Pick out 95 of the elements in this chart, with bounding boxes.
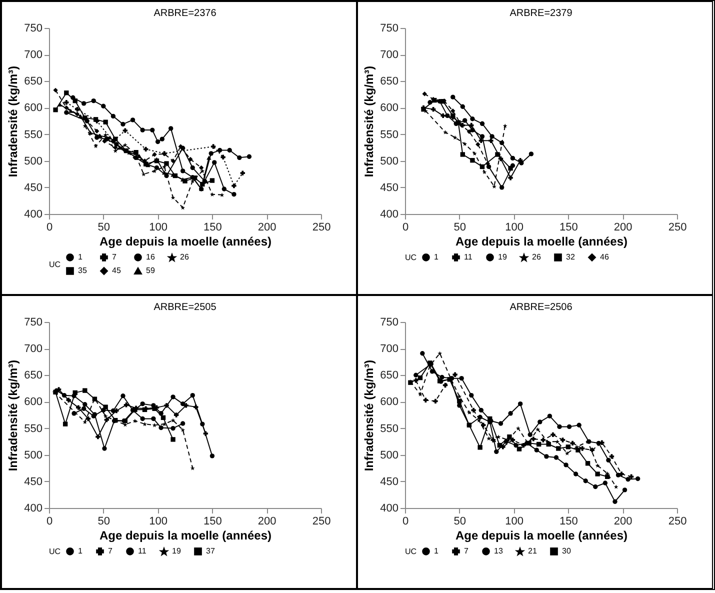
x-tick-label: 50: [454, 516, 466, 528]
y-tick-label: 600: [380, 102, 398, 114]
x-tick-label: 250: [668, 516, 687, 528]
x-axis-title: Age depuis la moelle (années): [99, 234, 272, 248]
y-tick-label: 650: [24, 370, 42, 382]
x-tick-label: 200: [614, 222, 632, 234]
y-tick-label: 750: [380, 22, 398, 34]
y-tick-label: 450: [380, 182, 398, 194]
legend-title: UC: [405, 253, 417, 262]
x-tick-label: 200: [614, 516, 632, 528]
chart-title: ARBRE=2506: [510, 302, 573, 313]
y-tick-label: 700: [380, 49, 398, 62]
y-tick-label: 600: [380, 396, 398, 408]
legend-label: 1: [434, 252, 439, 262]
x-tick-label: 0: [46, 222, 53, 234]
y-tick-label: 500: [24, 449, 42, 462]
y-tick-label: 650: [24, 76, 42, 88]
legend-label: 7: [464, 546, 469, 556]
legend-label: 11: [138, 546, 147, 556]
y-tick-label: 650: [380, 76, 398, 88]
y-tick-label: 550: [380, 422, 398, 435]
x-tick-label: 150: [204, 222, 222, 234]
x-tick-label: 150: [560, 516, 578, 528]
legend-label: 59: [146, 266, 156, 275]
legend-label: 7: [108, 546, 113, 556]
legend-title: UC: [49, 260, 61, 269]
x-tick-label: 0: [402, 516, 409, 528]
legend-label: 1: [78, 252, 83, 262]
x-tick-label: 100: [149, 516, 168, 528]
x-tick-label: 0: [402, 222, 409, 234]
x-axis-title: Age depuis la moelle (années): [99, 528, 272, 542]
chart-title: ARBRE=2379: [510, 8, 573, 19]
legend-label: 16: [146, 252, 156, 262]
y-axis-title: Infradensité (kg/m³): [6, 360, 20, 472]
legend-label: 11: [464, 252, 473, 262]
y-tick-label: 600: [24, 102, 42, 114]
y-tick-label: 700: [24, 49, 42, 62]
legend-label: 35: [78, 266, 88, 275]
x-tick-label: 100: [149, 222, 168, 234]
y-axis-title: Infradensité (kg/m³): [6, 66, 20, 178]
x-axis-title: Age depuis la moelle (années): [455, 528, 628, 542]
y-tick-label: 550: [24, 128, 42, 141]
chart-title: ARBRE=2505: [154, 302, 217, 313]
x-tick-label: 0: [46, 516, 53, 528]
legend-label: 1: [78, 546, 83, 556]
y-tick-label: 750: [24, 22, 42, 34]
x-tick-label: 150: [204, 516, 222, 528]
y-tick-label: 650: [380, 370, 398, 382]
x-tick-label: 100: [505, 222, 524, 234]
legend-label: 26: [180, 252, 190, 262]
y-tick-label: 750: [24, 316, 42, 328]
legend-label: 13: [494, 546, 504, 556]
legend-label: 37: [206, 546, 216, 556]
y-tick-label: 450: [24, 182, 42, 194]
legend-title: UC: [405, 547, 417, 556]
x-tick-label: 250: [312, 516, 331, 528]
y-tick-label: 700: [24, 343, 42, 356]
legend-label: 45: [112, 266, 122, 275]
x-tick-label: 50: [454, 222, 466, 234]
x-tick-label: 100: [505, 516, 524, 528]
x-tick-label: 50: [98, 222, 110, 234]
y-tick-label: 550: [24, 422, 42, 435]
x-tick-label: 200: [258, 516, 276, 528]
y-tick-label: 750: [380, 316, 398, 328]
y-tick-label: 400: [24, 502, 42, 514]
chart-title: ARBRE=2376: [154, 8, 217, 19]
x-tick-label: 150: [560, 222, 578, 234]
legend-label: 21: [528, 546, 538, 556]
legend-label: 32: [566, 252, 576, 262]
y-tick-label: 400: [380, 502, 398, 514]
legend-label: 30: [562, 546, 572, 556]
y-tick-label: 400: [24, 208, 42, 220]
y-tick-label: 500: [380, 155, 398, 168]
y-tick-label: 400: [380, 208, 398, 220]
legend-label: 26: [532, 252, 542, 262]
x-tick-label: 250: [312, 222, 331, 234]
y-tick-label: 500: [380, 449, 398, 462]
y-tick-label: 600: [24, 396, 42, 408]
y-tick-label: 550: [380, 128, 398, 141]
legend-title: UC: [49, 547, 61, 556]
legend-label: 1: [434, 546, 439, 556]
y-axis-title: Infradensité (kg/m³): [362, 360, 376, 472]
legend-label: 7: [112, 252, 117, 262]
y-tick-label: 700: [380, 343, 398, 356]
x-tick-label: 200: [258, 222, 276, 234]
y-axis-title: Infradensité (kg/m³): [362, 66, 376, 178]
legend-label: 19: [172, 546, 182, 556]
x-axis-title: Age depuis la moelle (années): [455, 234, 628, 248]
y-tick-label: 450: [24, 476, 42, 488]
legend-label: 19: [498, 252, 508, 262]
x-tick-label: 50: [98, 516, 110, 528]
y-tick-label: 500: [24, 155, 42, 168]
legend-label: 46: [600, 252, 610, 262]
y-tick-label: 450: [380, 476, 398, 488]
x-tick-label: 250: [668, 222, 687, 234]
